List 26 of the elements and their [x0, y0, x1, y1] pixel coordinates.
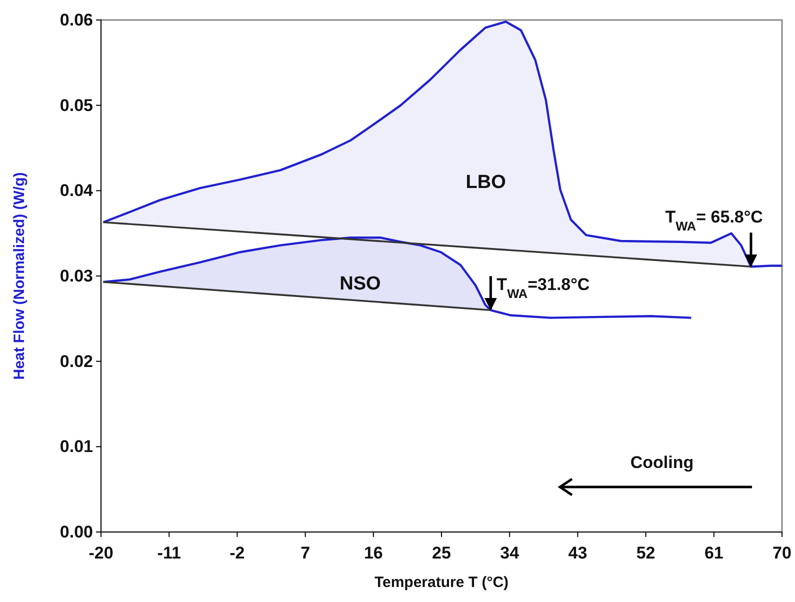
annotation: T$_{WA}$= 65.8°C: [665, 208, 763, 234]
y-tick-label: 0.01: [60, 437, 93, 456]
x-tick-label: -11: [157, 544, 181, 563]
annotation: T$_{WA}$=31.8°C: [496, 275, 590, 301]
x-tick-label: 52: [636, 544, 656, 563]
text: LBO: [466, 172, 506, 193]
y-tick-label: 0.04: [60, 181, 94, 200]
x-axis-title: Temperature T (°C): [374, 574, 509, 591]
x-tick-label: 16: [364, 544, 383, 563]
x-tick-label: 43: [568, 544, 588, 563]
x-tick-label: 61: [704, 544, 724, 563]
y-tick-label: 0.03: [60, 266, 93, 286]
y-tick-label: 0.05: [60, 96, 93, 115]
x-tick-label: -20: [88, 544, 114, 563]
x-tick-label: 7: [300, 544, 310, 563]
y-tick-label: 0.06: [60, 10, 93, 30]
x-tick-label: -2: [230, 544, 245, 563]
y-tick-label: 0.00: [60, 522, 93, 542]
x-tick-label: 34: [500, 544, 520, 563]
annotation: Cooling: [630, 453, 694, 472]
series-label: NSO: [340, 274, 381, 295]
y-axis-title: Heat Flow (Normalized) (W/g): [11, 172, 28, 380]
x-tick-label: 25: [432, 544, 451, 563]
x-tick-label: 70: [772, 544, 792, 563]
line-series: [102, 236, 692, 319]
y-tick-label: 0.02: [60, 352, 93, 371]
